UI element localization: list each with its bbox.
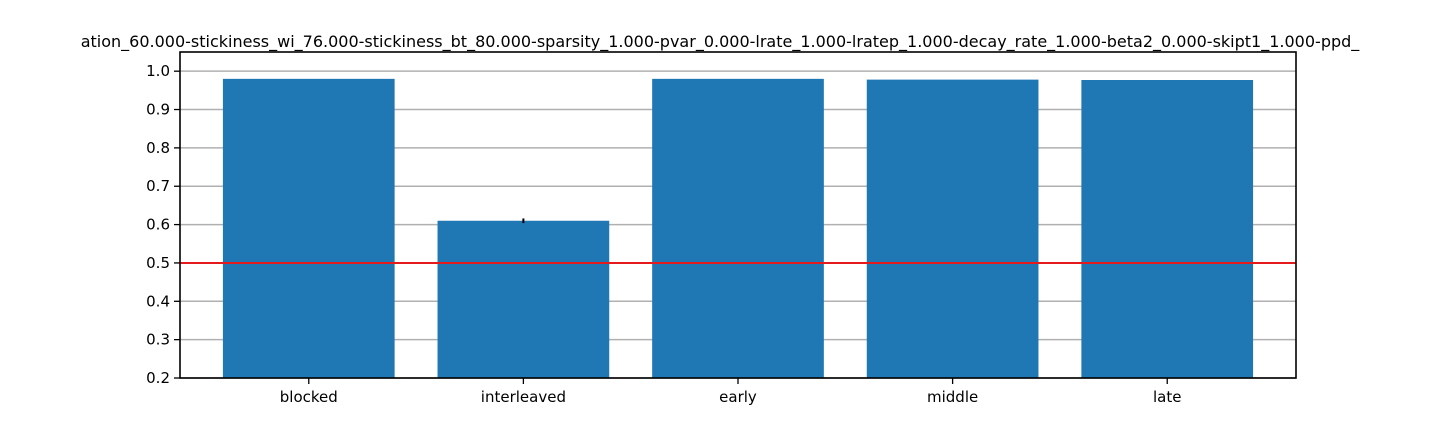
y-tick-label: 0.9 (146, 101, 170, 119)
x-tick-label: interleaved (481, 388, 566, 406)
x-tick-label: late (1153, 388, 1181, 406)
plot-area: 0.2 0.3 0.4 0.5 0.6 0.7 0.8 0.9 1.0 blocked interl… (146, 51, 1297, 406)
y-tick-label: 0.2 (146, 369, 170, 387)
y-tick-label: 0.3 (146, 331, 170, 349)
bar-blocked (222, 78, 395, 379)
bar-interleaved (437, 220, 610, 378)
x-tick-label: early (719, 388, 757, 406)
bar-middle (866, 79, 1039, 378)
y-tick-label: 1.0 (146, 62, 170, 80)
x-tick-label: middle (927, 388, 978, 406)
y-tick-label: 0.4 (146, 292, 170, 310)
chart-title: ation_60.000-stickiness_wi_76.000-sticki… (81, 32, 1361, 52)
y-tick-label: 0.5 (146, 254, 170, 272)
bar-early (652, 78, 824, 379)
y-tick-label: 0.7 (146, 177, 170, 195)
x-tick-label: blocked (280, 388, 338, 406)
y-tick-label: 0.6 (146, 216, 170, 234)
bar-late (1081, 79, 1254, 378)
y-tick-label: 0.8 (146, 139, 170, 157)
